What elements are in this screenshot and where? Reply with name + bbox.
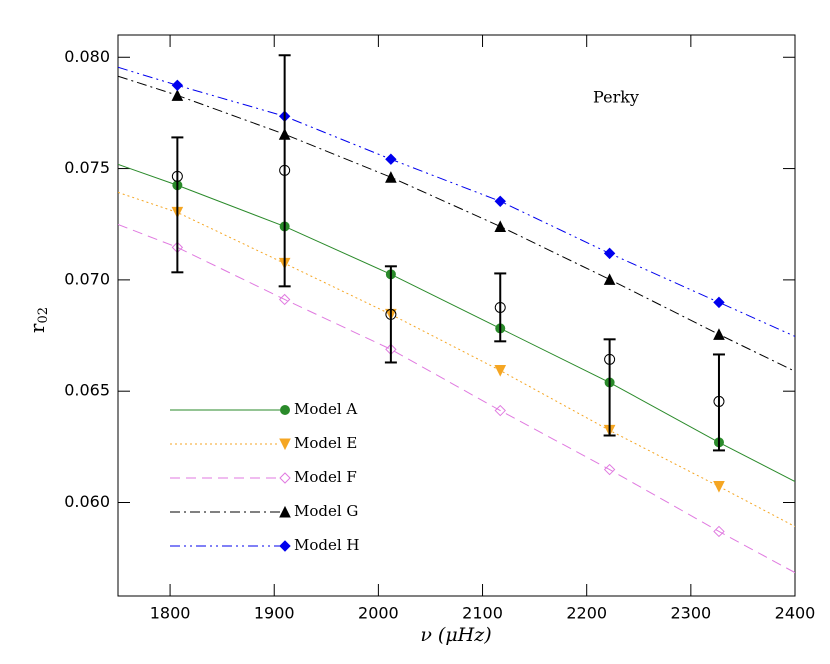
x-tick-label: 2400: [775, 604, 816, 623]
legend-marker: [279, 438, 291, 451]
series-marker: [494, 404, 506, 417]
legend-label: Model H: [294, 536, 360, 554]
series-marker: [385, 153, 397, 165]
series-marker: [494, 220, 507, 232]
y-tick-label: 0.065: [64, 381, 110, 400]
plot-frame: [117, 34, 796, 597]
observed-marker: [385, 308, 397, 320]
observed-marker: [279, 164, 291, 176]
series-marker: [603, 273, 616, 285]
legend-label: Model G: [294, 502, 358, 520]
x-tick-label: 2100: [462, 604, 503, 623]
series-marker: [494, 364, 507, 377]
series-marker: [713, 525, 725, 538]
legend-label: Model E: [294, 434, 357, 452]
series-marker: [385, 171, 397, 183]
legend-marker: [279, 540, 291, 552]
legend-marker: [279, 505, 291, 518]
observed-marker: [494, 301, 506, 313]
series-marker: [713, 296, 725, 309]
series-marker: [603, 247, 616, 260]
y-tick-label: 0.060: [64, 492, 110, 511]
series-marker: [171, 79, 184, 92]
series-marker: [603, 463, 616, 476]
series-marker: [171, 89, 184, 101]
y-axis-label-main: r: [25, 323, 49, 333]
y-axis-label: r02: [25, 307, 51, 333]
series-marker: [278, 293, 291, 306]
observed-marker: [604, 353, 616, 365]
y-tick-label: 0.070: [64, 269, 110, 288]
x-tick-label: 2200: [566, 604, 607, 623]
series-line: [118, 223, 795, 574]
series-line: [118, 66, 795, 337]
x-tick-label: 1900: [254, 604, 295, 623]
y-tick-label: 0.080: [64, 47, 110, 66]
annotation: Perky: [593, 88, 639, 107]
legend-label: Model A: [294, 400, 357, 418]
series-line: [118, 75, 795, 372]
x-tick-label: 2300: [670, 604, 711, 623]
series-marker: [713, 328, 725, 340]
series-marker: [494, 195, 506, 208]
y-axis-label-sub: 02: [36, 307, 51, 324]
series-line: [118, 163, 795, 483]
series-marker: [713, 480, 725, 493]
legend-marker: [279, 472, 291, 484]
legend-marker: [280, 405, 290, 415]
legend-label: Model F: [294, 468, 357, 486]
observed-marker: [713, 395, 725, 407]
y-tick-label: 0.075: [64, 158, 110, 177]
x-tick-label: 2000: [358, 604, 399, 623]
series-line: [118, 191, 795, 527]
observed-marker: [171, 170, 183, 182]
x-tick-label: 1800: [150, 604, 191, 623]
x-axis-label: ν (μHz): [420, 624, 491, 646]
